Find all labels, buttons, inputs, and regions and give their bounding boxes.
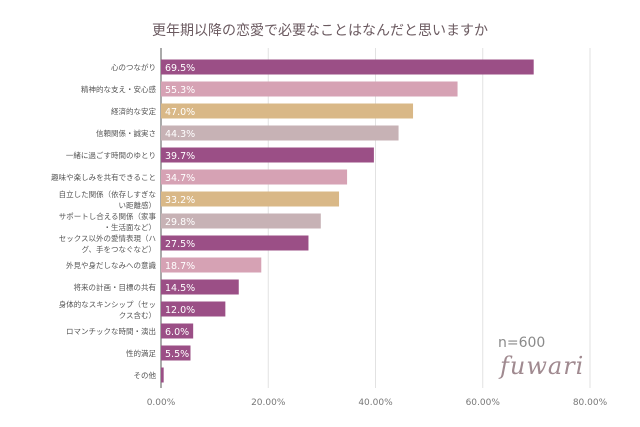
x-tick-label: 80.00% [573,398,608,408]
bar [161,235,309,251]
bar [161,103,414,119]
bar [161,169,348,185]
data-label: 34.7% [165,173,195,184]
sample-size-annotation: n=600 [498,335,546,351]
data-label: 44.3% [165,129,195,140]
category-label: 心のつながり [111,62,156,72]
fuwari-logo: fuwari [500,352,585,380]
category-label: い距離感） [119,200,157,210]
bar [161,81,458,97]
category-label: セックス以外の愛情表現（ハ [59,233,156,243]
category-label: 外見や身だしなみへの意識 [66,260,156,270]
category-label: 信頼関係・誠実さ [96,128,156,138]
category-label: グ、手をつなぐなど） [82,244,156,254]
data-label: 12.0% [165,305,195,316]
category-label: 性的満足 [126,348,156,358]
x-tick-label: 60.00% [466,398,501,408]
data-label: 18.7% [165,261,195,272]
category-label: その他 [134,370,157,380]
bar [161,191,340,207]
bar [161,345,191,361]
data-label: 29.8% [165,217,195,228]
category-label: ・生活面など） [104,222,157,232]
data-label: 69.5% [165,63,195,74]
category-label: 一緒に過ごす時間のゆとり [66,150,156,160]
data-label: 14.5% [165,283,195,294]
bar [161,257,262,273]
data-label: 27.5% [165,239,195,250]
data-label: 5.5% [165,349,189,360]
data-label: 55.3% [165,85,195,96]
category-label: ロマンチックな時間・演出 [66,326,156,336]
data-label: 33.2% [165,195,195,206]
bar [161,279,239,295]
data-label: 47.0% [165,107,195,118]
bar [161,301,226,317]
bar [161,59,534,75]
bar [161,367,164,383]
category-label: クス含む） [119,310,156,320]
bar [161,125,399,141]
x-tick-label: 0.00% [147,398,176,408]
bar [161,213,321,229]
category-label: 精神的な支え・安心感 [81,84,156,94]
category-label: 将来の計画・目標の共有 [74,282,157,292]
x-tick-label: 40.00% [358,398,393,408]
category-label: サポートし合える関係（家事 [59,211,157,221]
data-label: 39.7% [165,151,195,162]
category-label: 身体的なスキンシップ（セッ [59,299,156,309]
chart-title: 更年期以降の恋愛で必要なことはなんだと思いますか [152,23,488,39]
category-label: 経済的な安定 [111,106,156,116]
x-tick-label: 20.00% [251,398,286,408]
bar [161,323,194,339]
category-label: 趣味や楽しみを共有できること [51,172,156,182]
category-label: 自立した関係（依存しすぎな [59,189,156,199]
data-label: 0.5% [165,371,189,382]
data-label: 6.0% [165,327,189,338]
bar [161,147,374,163]
